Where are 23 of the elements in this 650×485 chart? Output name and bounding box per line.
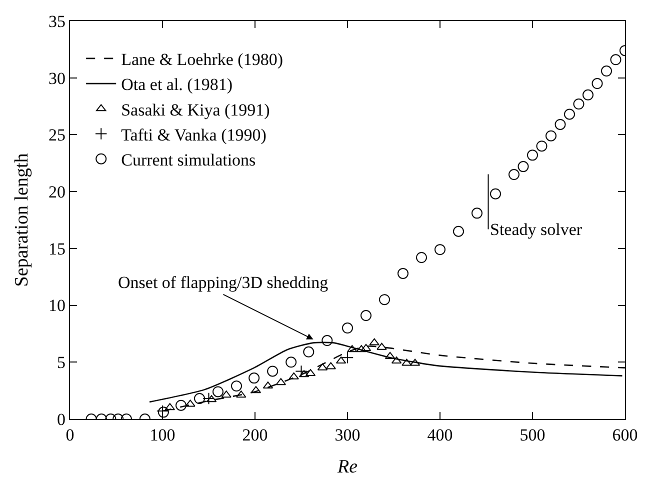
x-tick-label: 400 (427, 426, 453, 444)
y-tick-label: 25 (48, 126, 66, 145)
annotation: Steady solver (490, 220, 582, 239)
y-tick-label: 30 (48, 68, 66, 88)
legend-label: Ota et al. (1981) (121, 75, 233, 94)
x-axis-title: Re (336, 456, 358, 478)
legend-label: Tafti & Vanka (1990) (121, 125, 266, 144)
x-tick-label: 300 (334, 426, 360, 444)
y-tick-label: 0 (57, 410, 66, 429)
y-tick-label: 35 (48, 12, 66, 31)
x-tick-label: 500 (520, 426, 546, 444)
legend-label: Lane & Loehrke (1980) (121, 50, 284, 70)
x-tick-label: 600 (612, 426, 638, 444)
y-tick-label: 15 (48, 239, 66, 258)
y-axis-title: Separation length (11, 152, 32, 287)
annotation: Onset of flapping/3D shedding (118, 273, 329, 292)
x-tick-label: 100 (150, 426, 176, 444)
legend-label: Sasaki & Kiya (1991) (121, 100, 270, 120)
legend-label: Current simulations (121, 150, 256, 170)
y-tick-label: 20 (48, 182, 66, 202)
x-tick-label: 200 (242, 426, 268, 444)
y-tick-label: 10 (48, 296, 66, 316)
y-tick-label: 5 (57, 353, 66, 372)
